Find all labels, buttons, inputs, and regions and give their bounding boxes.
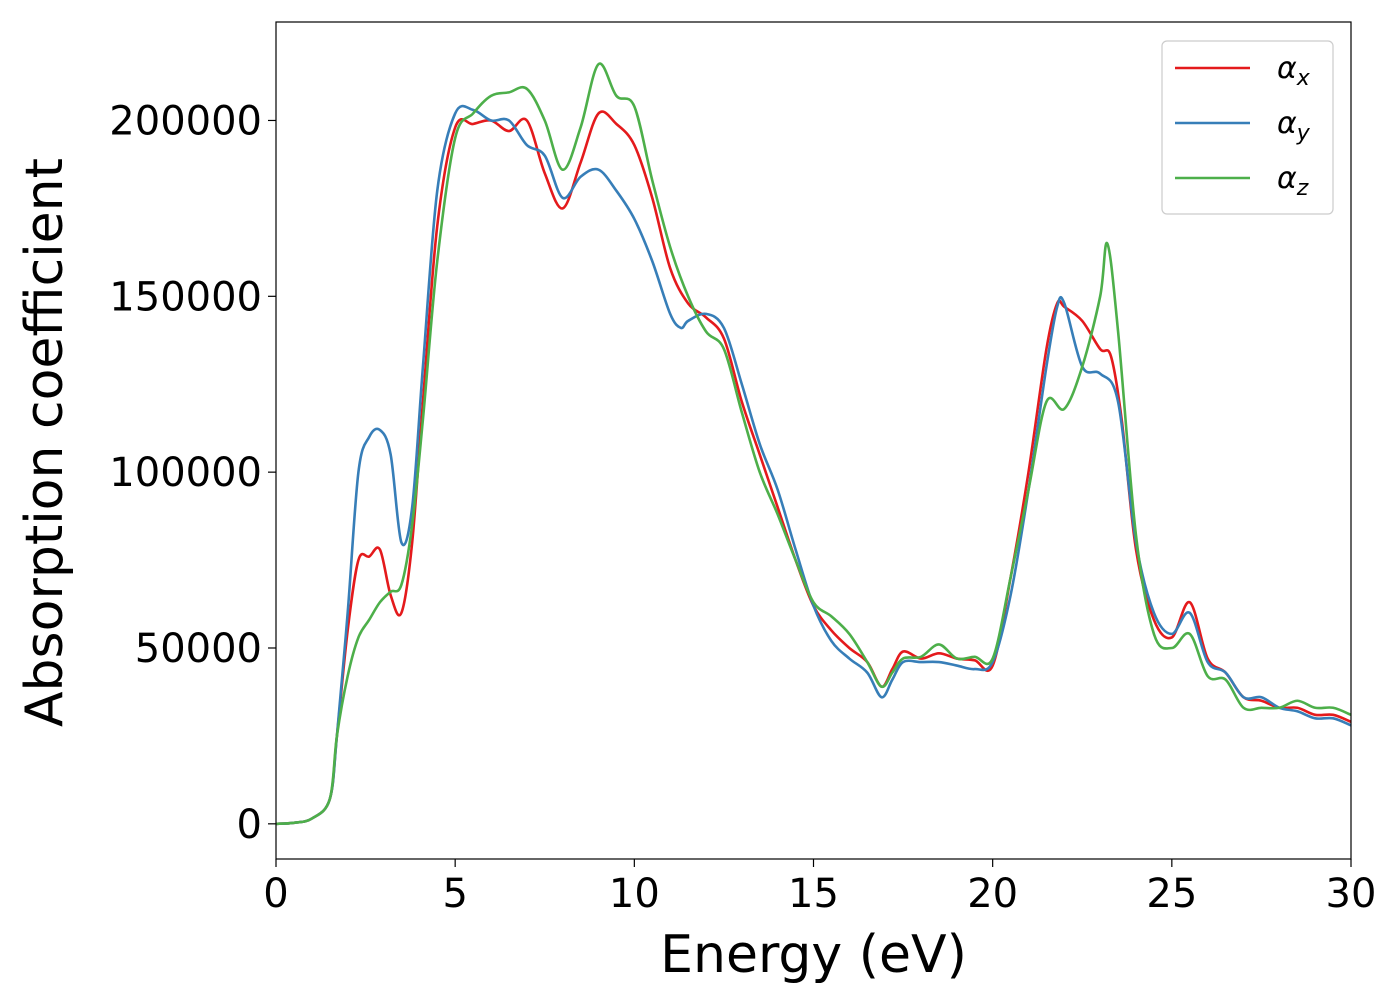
- x-tick-label: 15: [788, 871, 839, 917]
- legend: αx αy αz: [1161, 40, 1334, 215]
- legend-box: [1161, 40, 1334, 215]
- x-tick-label: 30: [1326, 871, 1377, 917]
- x-tick-label: 20: [967, 871, 1018, 917]
- x-tick-label: 10: [609, 871, 660, 917]
- x-tick-label: 5: [442, 871, 467, 917]
- legend-label-x: αx: [1277, 51, 1311, 91]
- x-tick-label: 0: [263, 871, 288, 917]
- tick-layer: 0 5 10 15 20 25 30 0 50000 100000 150000 200000: [109, 98, 1376, 917]
- x-axis-label: Energy (eV): [660, 925, 967, 985]
- x-tick-label: 25: [1146, 871, 1197, 917]
- y-tick-label: 100000: [109, 450, 262, 496]
- legend-label-y: αy: [1277, 106, 1311, 146]
- y-tick-label: 0: [237, 802, 262, 848]
- series-line-x: [276, 110, 1351, 826]
- series-line-z: [276, 62, 1351, 826]
- series-layer: [276, 62, 1351, 826]
- y-tick-label: 150000: [109, 274, 262, 320]
- y-axis-label: Absorption coefficient: [15, 158, 75, 727]
- y-tick-label: 200000: [109, 98, 262, 144]
- y-tick-label: 50000: [135, 626, 262, 672]
- legend-label-z: αz: [1277, 161, 1309, 201]
